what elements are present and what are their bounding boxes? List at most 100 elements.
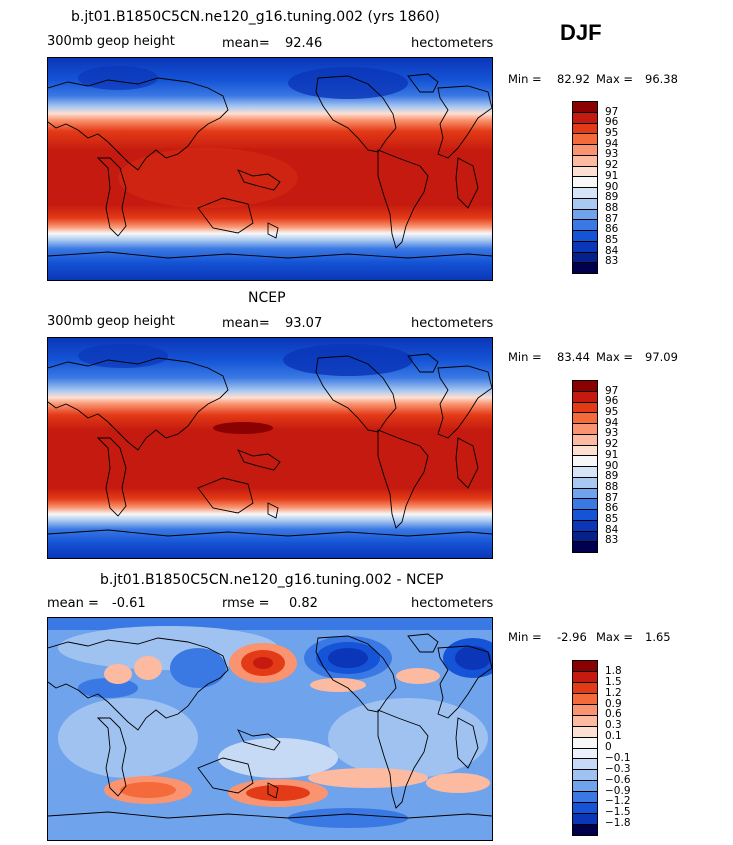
panel-1-max-label: Max = — [596, 72, 634, 86]
colorbar-swatch — [573, 102, 597, 113]
colorbar-tick-label: 93 — [605, 427, 619, 440]
colorbar-tick-label: −0.1 — [605, 751, 631, 764]
panel-1-title: b.jt01.B1850C5CN.ne120_g16.tuning.002 (y… — [71, 9, 440, 25]
panel-1-colorbar — [572, 101, 598, 274]
colorbar-swatch — [573, 542, 597, 552]
colorbar-swatch — [573, 252, 597, 264]
colorbar-swatch — [573, 177, 597, 188]
colorbar-swatch — [573, 434, 597, 446]
colorbar-swatch — [573, 155, 597, 167]
colorbar-swatch — [573, 748, 597, 760]
colorbar-swatch — [573, 661, 597, 672]
colorbar-swatch — [573, 467, 597, 478]
panel-1-variable: 300mb geop height — [47, 34, 175, 49]
panel-2-contour-plot — [48, 338, 492, 558]
panel-3-mean-label: mean = — [47, 596, 99, 611]
colorbar-tick-label: 92 — [605, 159, 619, 172]
panel-1-min-label: Min = — [508, 72, 542, 86]
colorbar-tick-label: 86 — [605, 502, 619, 515]
colorbar-tick-label: 96 — [605, 116, 619, 129]
colorbar-swatch — [573, 166, 597, 178]
colorbar-tick-label: 89 — [605, 191, 619, 204]
colorbar-swatch — [573, 145, 597, 156]
panel-2-mean-value: 93.07 — [285, 316, 323, 331]
colorbar-swatch — [573, 520, 597, 532]
colorbar-swatch — [573, 726, 597, 738]
colorbar-swatch — [573, 123, 597, 135]
colorbar-swatch — [573, 715, 597, 727]
colorbar-tick-label: 89 — [605, 470, 619, 483]
panel-1-max-value: 96.38 — [645, 72, 678, 86]
colorbar-swatch — [573, 814, 597, 826]
colorbar-swatch — [573, 704, 597, 716]
colorbar-swatch — [573, 391, 597, 403]
colorbar-tick-label: −0.6 — [605, 773, 631, 786]
colorbar-tick-label: 95 — [605, 127, 619, 140]
colorbar-tick-label: 0.1 — [605, 730, 622, 743]
colorbar-tick-label: 87 — [605, 212, 619, 225]
panel-2-units: hectometers — [411, 316, 494, 331]
colorbar-tick-label: 96 — [605, 395, 619, 408]
colorbar-swatch — [573, 693, 597, 705]
colorbar-tick-label: 87 — [605, 491, 619, 504]
colorbar-swatch — [573, 198, 597, 210]
colorbar-tick-label: 1.5 — [605, 675, 622, 688]
colorbar-tick-label: 0.3 — [605, 719, 622, 732]
panel-3-mean-value: -0.61 — [112, 596, 146, 611]
panel-1-map — [47, 57, 493, 281]
colorbar-tick-label: 92 — [605, 438, 619, 451]
colorbar-tick-label: 84 — [605, 244, 619, 257]
panel-3-colorbar — [572, 660, 598, 836]
colorbar-tick-label: 88 — [605, 480, 619, 493]
colorbar-swatch — [573, 402, 597, 414]
colorbar-swatch — [573, 825, 597, 835]
panel-3-max-value: 1.65 — [645, 630, 671, 644]
colorbar-tick-label: 94 — [605, 137, 619, 150]
panel-3-min-value: -2.96 — [557, 630, 587, 644]
colorbar-swatch — [573, 759, 597, 771]
colorbar-tick-label: 91 — [605, 448, 619, 461]
colorbar-tick-label: 1.8 — [605, 664, 622, 677]
colorbar-swatch — [573, 209, 597, 221]
colorbar-tick-label: 83 — [605, 534, 619, 547]
colorbar-tick-label: −1.8 — [605, 817, 631, 830]
colorbar-swatch — [573, 445, 597, 457]
colorbar-swatch — [573, 134, 597, 145]
colorbar-swatch — [573, 413, 597, 424]
colorbar-swatch — [573, 188, 597, 199]
panel-3-units: hectometers — [411, 596, 494, 611]
panel-2-coastlines — [48, 353, 492, 537]
colorbar-tick-label: −0.3 — [605, 762, 631, 775]
panel-1-min-value: 82.92 — [557, 72, 590, 86]
colorbar-tick-label: 93 — [605, 148, 619, 161]
panel-3-title: b.jt01.B1850C5CN.ne120_g16.tuning.002 - … — [100, 572, 444, 588]
colorbar-tick-label: 90 — [605, 459, 619, 472]
colorbar-tick-label: 83 — [605, 255, 619, 268]
colorbar-swatch — [573, 381, 597, 392]
colorbar-tick-label: 97 — [605, 384, 619, 397]
colorbar-tick-label: 1.2 — [605, 686, 622, 699]
colorbar-tick-label: −1.5 — [605, 806, 631, 819]
panel-3-min-label: Min = — [508, 630, 542, 644]
panel-2-max-label: Max = — [596, 350, 634, 364]
colorbar-tick-label: 95 — [605, 406, 619, 419]
colorbar-swatch — [573, 781, 597, 793]
panel-2-title: NCEP — [248, 290, 286, 306]
colorbar-tick-label: 0 — [605, 741, 612, 753]
panel-1-mean-value: 92.46 — [285, 36, 323, 51]
colorbar-swatch — [573, 241, 597, 253]
colorbar-swatch — [573, 770, 597, 782]
colorbar-tick-label: 91 — [605, 169, 619, 182]
colorbar-swatch — [573, 510, 597, 521]
colorbar-tick-label: 86 — [605, 223, 619, 236]
colorbar-swatch — [573, 424, 597, 435]
colorbar-tick-label: 0.9 — [605, 697, 622, 710]
colorbar-swatch — [573, 488, 597, 500]
panel-2-min-value: 83.44 — [557, 350, 590, 364]
panel-1-coastlines — [48, 73, 492, 259]
colorbar-tick-label: 94 — [605, 416, 619, 429]
colorbar-tick-label: −1.2 — [605, 795, 631, 808]
colorbar-swatch — [573, 231, 597, 242]
colorbar-tick-label: 84 — [605, 523, 619, 536]
colorbar-tick-label: −0.9 — [605, 784, 631, 797]
